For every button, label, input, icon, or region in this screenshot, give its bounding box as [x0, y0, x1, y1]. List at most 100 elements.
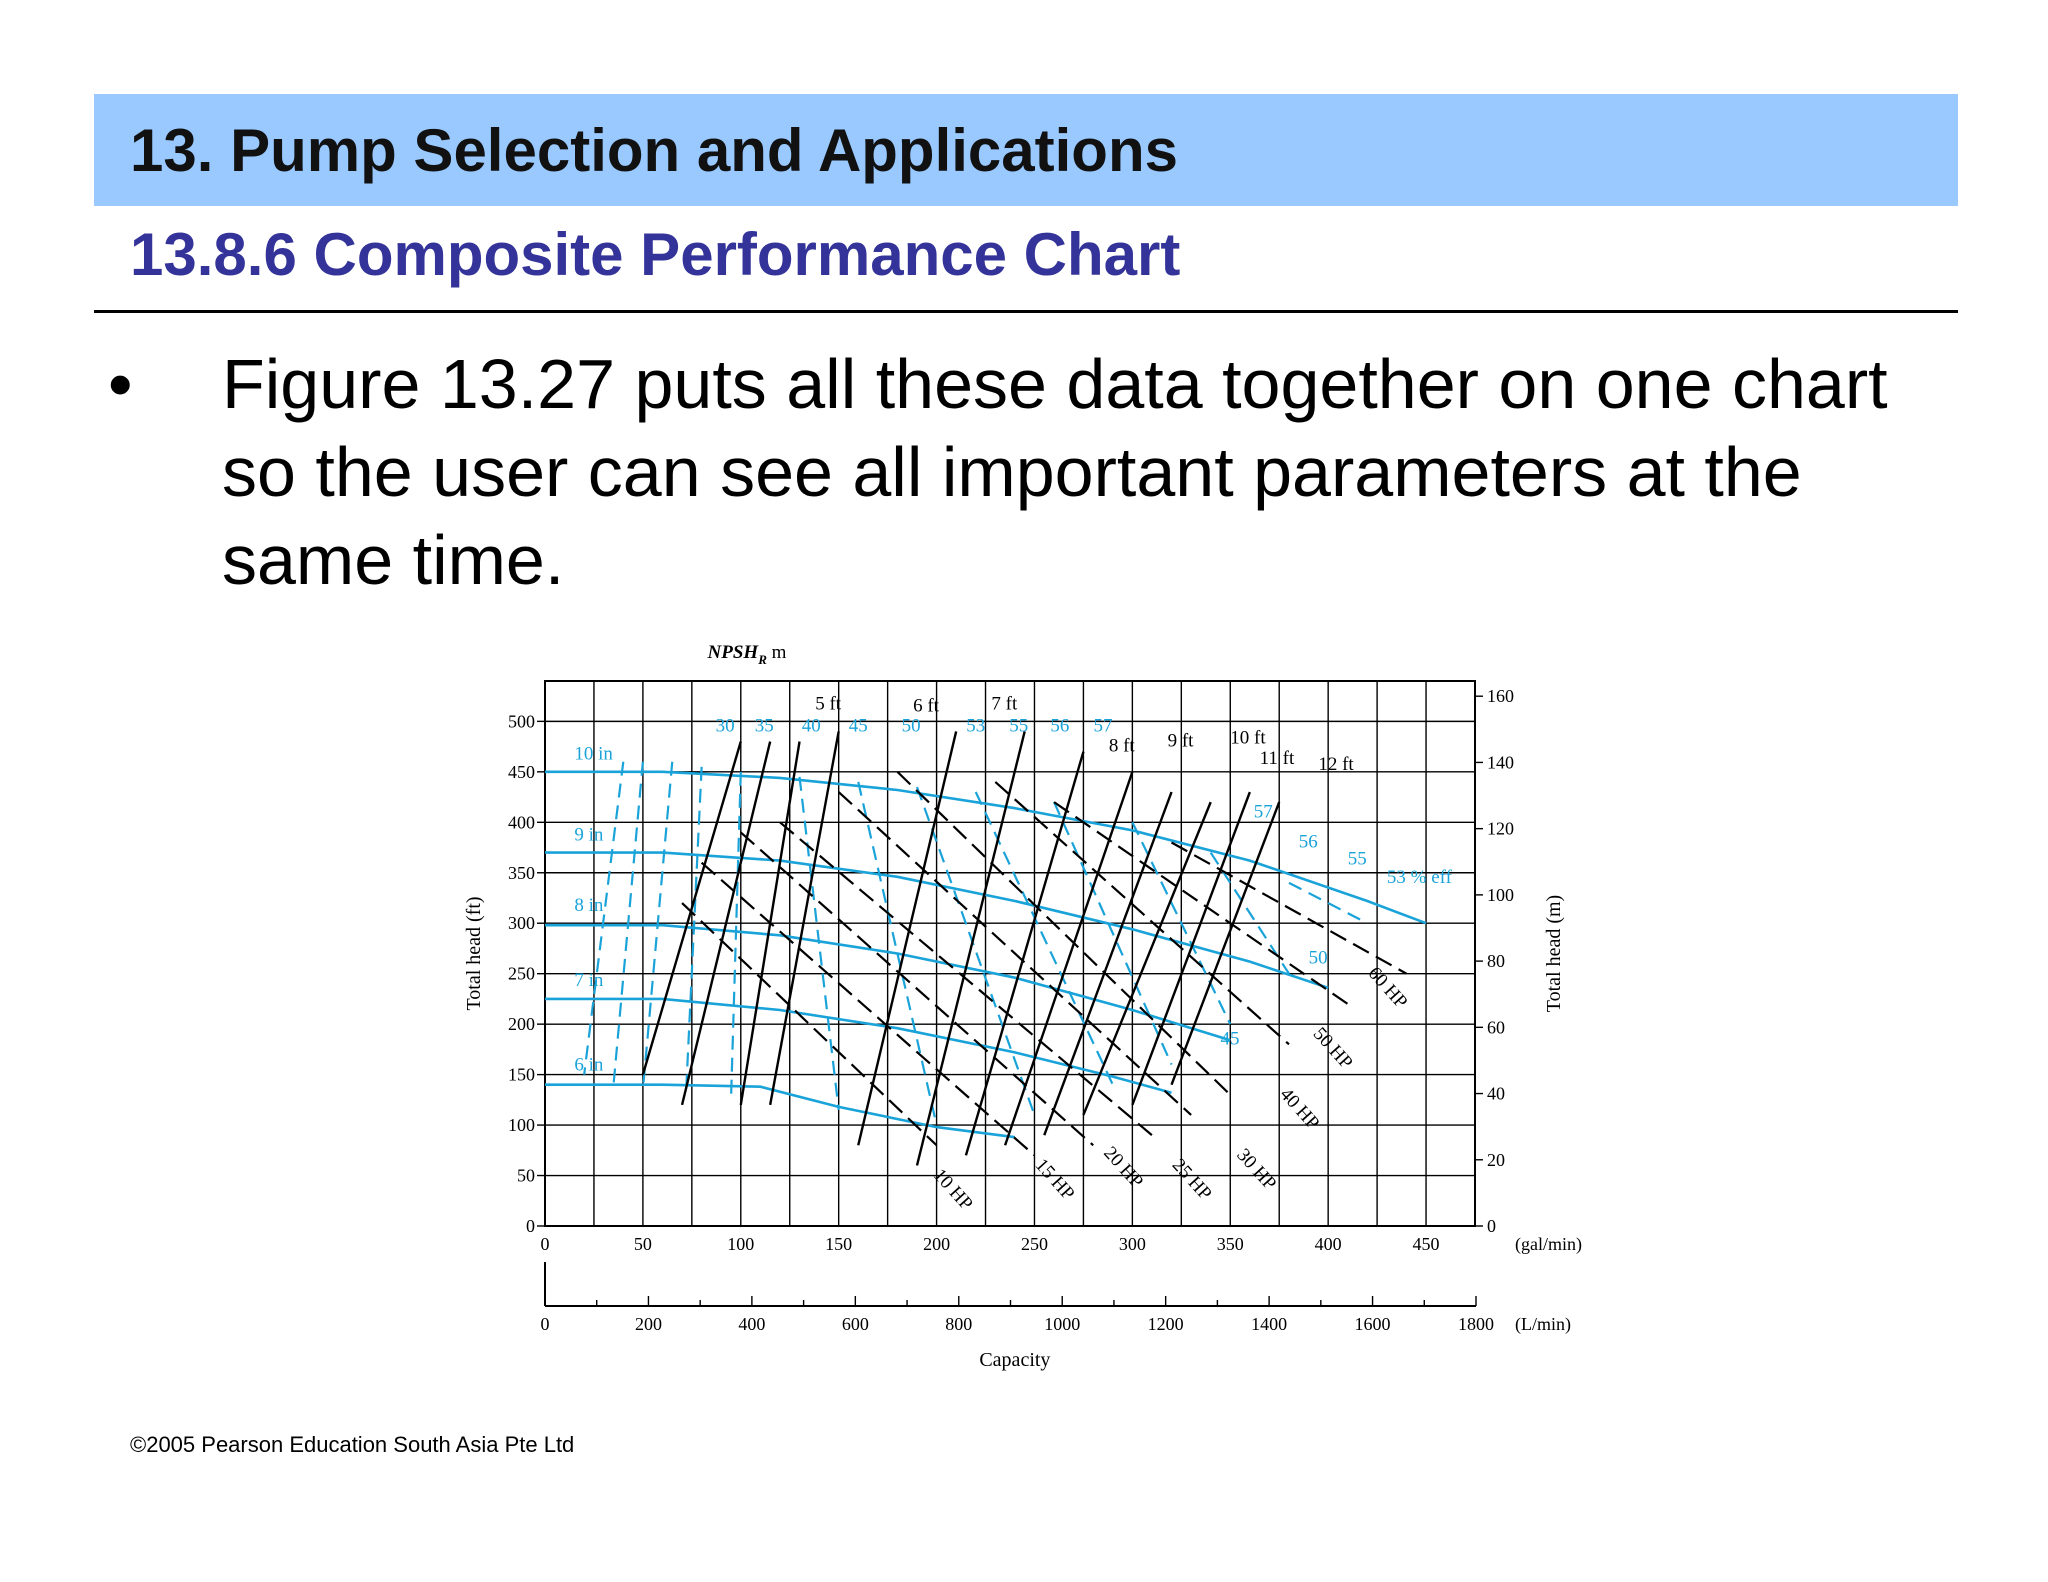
y-tick-label-left: 250	[508, 964, 535, 984]
npsh-value-label: 10 ft	[1230, 728, 1266, 749]
chart-grid	[537, 680, 1483, 1307]
impeller-curve	[545, 851, 1329, 990]
y-tick-label-left: 100	[508, 1115, 535, 1135]
x-unit-gal: (gal/min)	[1515, 1234, 1582, 1255]
npsh-value-label: 8 ft	[1109, 736, 1136, 757]
x-tick-label-gal: 100	[727, 1234, 754, 1254]
bullet-marker: •	[108, 345, 133, 423]
y-tick-label-right: 0	[1487, 1216, 1496, 1236]
composite-performance-chart: 0 50 100 150 200 250 300 350 400 450 500 0 20 40 60 80 1…	[450, 636, 1630, 1376]
y-tick-label-left: 500	[508, 711, 535, 731]
power-line	[837, 791, 1192, 1116]
y-tick-label-left: 50	[517, 1166, 535, 1186]
efficiency-label: 55	[1009, 715, 1028, 736]
y-axis-label-right: Total head (m)	[1543, 895, 1565, 1012]
y-tick-label-right: 40	[1487, 1084, 1505, 1104]
impeller-curve	[545, 1083, 1016, 1139]
impeller-curve	[545, 923, 1231, 1042]
impeller-label: 9 in	[574, 824, 604, 845]
y-axis-label-left: Total head (ft)	[463, 896, 485, 1010]
power-line	[740, 831, 1094, 1147]
efficiency-line	[612, 761, 644, 1085]
x-tick-label-lmin: 1200	[1148, 1314, 1184, 1334]
x-tick-label-lmin: 1000	[1044, 1314, 1080, 1334]
efficiency-label-right: 56	[1299, 832, 1318, 853]
impeller-curve	[545, 997, 1172, 1095]
plot-frame	[544, 680, 1476, 1227]
x-tick-label-gal: 200	[923, 1234, 950, 1254]
efficiency-label: 53	[966, 715, 985, 736]
x-tick-label-gal: 250	[1021, 1234, 1048, 1254]
npsh-line	[1170, 801, 1281, 1086]
power-line	[994, 781, 1290, 1046]
x-tick-label-gal: 0	[541, 1234, 550, 1254]
efficiency-label-right: 45	[1220, 1028, 1239, 1049]
x-unit-lmin: (L/min)	[1515, 1314, 1571, 1335]
power-line	[1053, 801, 1349, 1005]
efficiency-label-right: 50	[1309, 948, 1328, 969]
bullet-text: Figure 13.27 puts all these data togethe…	[222, 345, 1888, 599]
npsh-value-label: 7 ft	[991, 693, 1018, 714]
x-tick-label-gal: 150	[825, 1234, 852, 1254]
npsh-line	[915, 731, 1026, 1166]
x-tick-label-lmin: 1600	[1355, 1314, 1391, 1334]
y-tick-label-right: 80	[1487, 951, 1505, 971]
efficiency-line	[974, 791, 1114, 1086]
power-label: 30 HP	[1232, 1145, 1280, 1195]
npsh-line	[857, 731, 958, 1146]
y-tick-label-left: 450	[508, 762, 535, 782]
copyright-notice: ©2005 Pearson Education South Asia Pte L…	[130, 1432, 575, 1457]
power-label: 60 HP	[1364, 963, 1412, 1013]
x-tick-label-lmin: 600	[842, 1314, 869, 1334]
y-tick-label-right: 60	[1487, 1017, 1505, 1037]
x-tick-label-lmin: 1800	[1458, 1314, 1494, 1334]
impeller-label: 7 in	[574, 970, 604, 991]
npsh-line	[1043, 791, 1173, 1136]
power-label: 25 HP	[1168, 1155, 1216, 1205]
x-tick-label-gal: 400	[1315, 1234, 1342, 1254]
power-label: 40 HP	[1275, 1084, 1323, 1134]
chart-labels: 0501001502002503003504004505000204060801…	[463, 642, 1582, 1371]
efficiency-line	[1053, 801, 1173, 1065]
efficiency-label: 40	[802, 715, 821, 736]
impeller-label: 6 in	[574, 1055, 604, 1076]
power-label: 20 HP	[1099, 1143, 1147, 1193]
efficiency-line	[729, 771, 742, 1100]
npsh-line	[1131, 791, 1251, 1106]
efficiency-line	[857, 781, 938, 1126]
npsh-value-label: 9 ft	[1168, 731, 1195, 752]
slide-subtitle: 13.8.6 Composite Performance Chart	[130, 221, 1181, 288]
efficiency-label-right: 53 % eff	[1387, 867, 1453, 888]
power-label: 15 HP	[1031, 1155, 1079, 1205]
efficiency-label: 30	[716, 715, 735, 736]
npsh-line	[768, 731, 840, 1106]
npsh-value-label: 12 ft	[1318, 754, 1354, 775]
power-label: 50 HP	[1309, 1024, 1357, 1074]
y-tick-label-right: 160	[1487, 686, 1514, 706]
efficiency-label: 57	[1094, 715, 1113, 736]
chart-svg: 0501001502002503003504004505000204060801…	[463, 642, 1582, 1371]
efficiency-label: 56	[1050, 715, 1069, 736]
x-tick-label-gal: 350	[1217, 1234, 1244, 1254]
efficiency-label: 35	[755, 715, 774, 736]
power-line	[681, 902, 938, 1147]
efficiency-label-right: 57	[1254, 801, 1273, 822]
y-tick-label-left: 300	[508, 913, 535, 933]
efficiency-line	[798, 776, 840, 1111]
efficiency-label-right: 55	[1348, 849, 1367, 870]
efficiency-line	[684, 766, 703, 1095]
x-axis-label: Capacity	[979, 1349, 1050, 1371]
y-tick-label-left: 0	[526, 1216, 535, 1236]
efficiency-line	[1131, 821, 1232, 1025]
title-band	[94, 94, 1958, 206]
y-tick-label-left: 400	[508, 812, 535, 832]
efficiency-label: 50	[902, 715, 921, 736]
y-tick-label-right: 120	[1487, 819, 1514, 839]
npsh-line	[964, 751, 1085, 1156]
npsh-line	[1003, 771, 1134, 1146]
efficiency-line	[1288, 881, 1368, 925]
y-tick-label-left: 200	[508, 1014, 535, 1034]
npsh-value-label: 6 ft	[913, 695, 940, 716]
npsh-value-label: 5 ft	[815, 693, 842, 714]
x-tick-label-gal: 50	[634, 1234, 652, 1254]
